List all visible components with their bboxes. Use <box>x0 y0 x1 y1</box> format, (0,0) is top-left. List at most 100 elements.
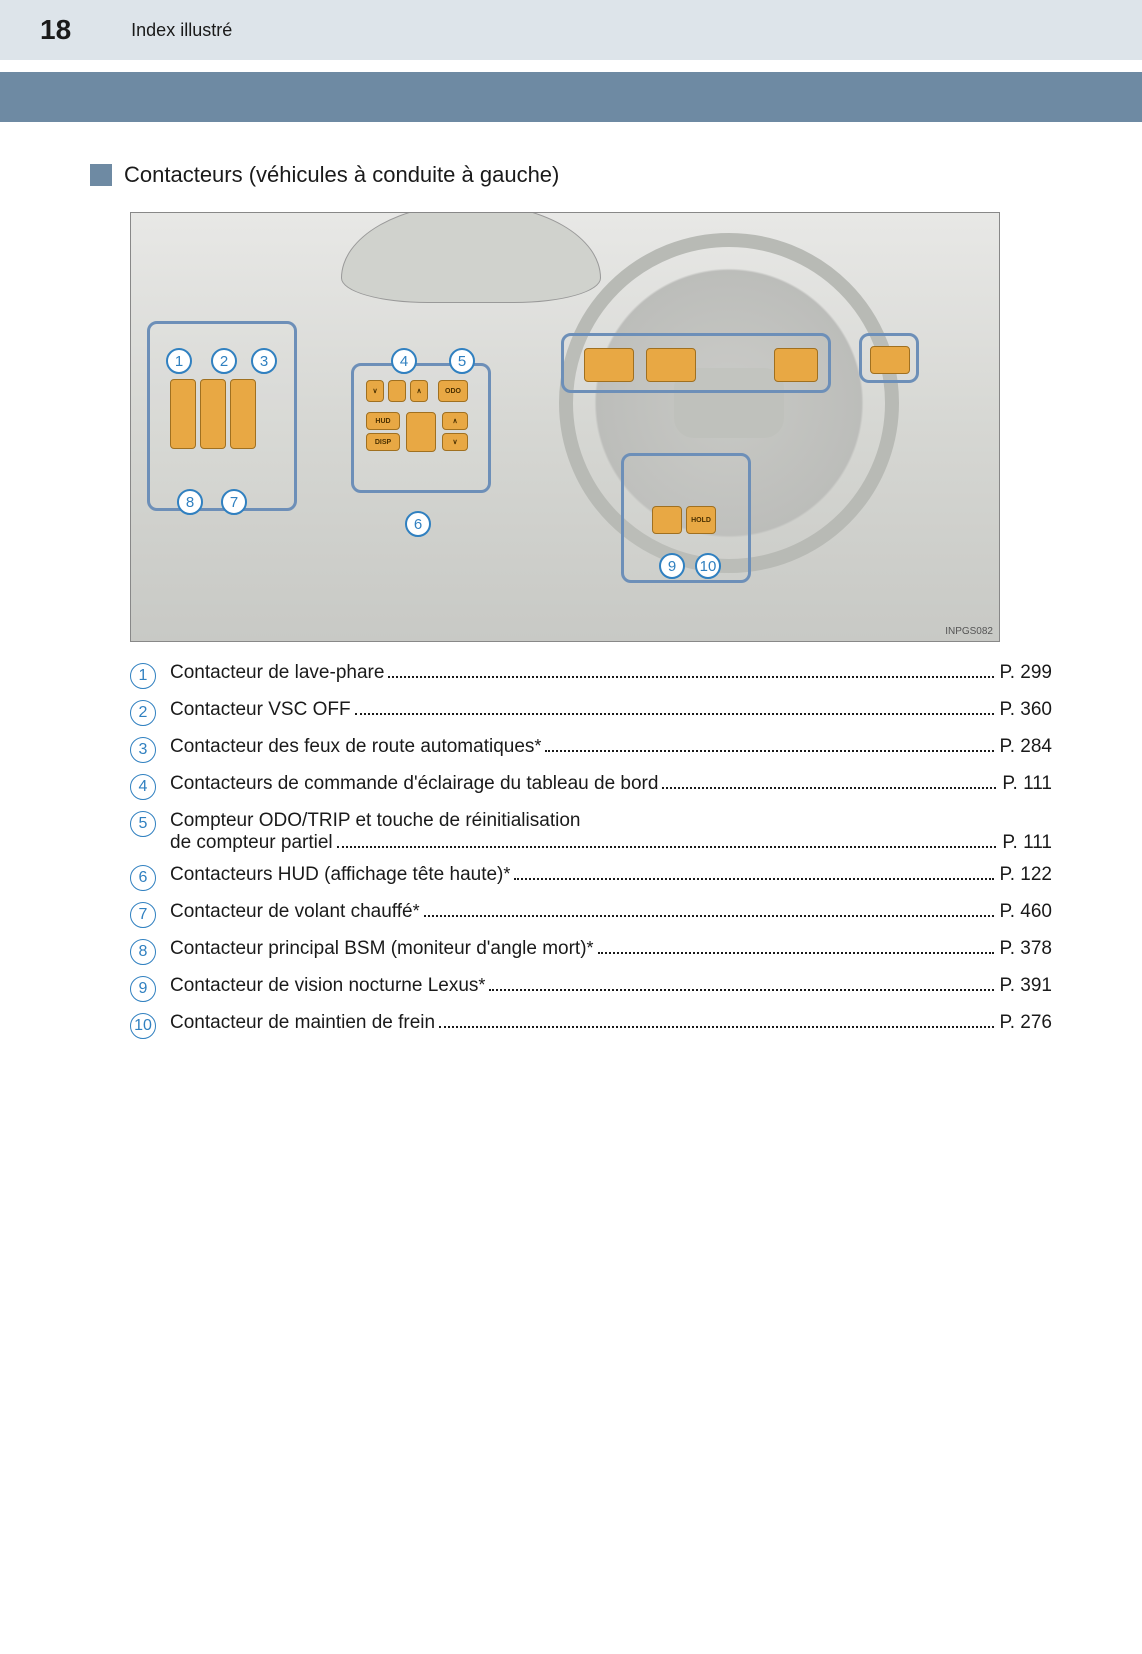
overlay-far-right <box>859 333 919 383</box>
leader-dots <box>355 713 994 715</box>
odo-trip-icon: ODO <box>438 380 468 402</box>
dashboard-illustration: ∨ ∧ ODO HUD DISP ∧ ∨ <box>130 212 1000 642</box>
list-body: Compteur ODO/TRIP et touche de réinitial… <box>170 810 1052 854</box>
switch-icon <box>870 346 910 374</box>
switch-icon <box>200 379 226 449</box>
list-body: Contacteur de lave-phare P. 299 <box>170 662 1052 684</box>
leader-dots <box>439 1026 993 1028</box>
switch-icon: ∨ <box>366 380 384 402</box>
list-item: 9Contacteur de vision nocturne Lexus*P. … <box>130 975 1052 1002</box>
list-body: Contacteur des feux de route automatique… <box>170 736 1052 758</box>
leader-dots <box>424 915 994 917</box>
overlay-bottom-right: HOLD <box>621 453 751 583</box>
list-number: 1 <box>130 663 156 689</box>
callout-6: 6 <box>405 511 431 537</box>
leader-dots <box>388 676 993 678</box>
image-code: INPGS082 <box>945 626 993 637</box>
callout-1: 1 <box>166 348 192 374</box>
list-body: Contacteur principal BSM (moniteur d'ang… <box>170 938 1052 960</box>
list-body: Contacteur VSC OFF P. 360 <box>170 699 1052 721</box>
list-number: 5 <box>130 811 156 837</box>
hold-button-icon: HOLD <box>686 506 716 534</box>
list-label: Contacteur de volant chauffé <box>170 901 413 923</box>
list-label-continuation: de compteur partiel <box>170 832 333 854</box>
night-vision-icon <box>652 506 682 534</box>
switch-icon: ∧ <box>410 380 428 402</box>
list-number: 4 <box>130 774 156 800</box>
list-body: Contacteur de maintien de frein P. 276 <box>170 1012 1052 1034</box>
callout-10: 10 <box>695 553 721 579</box>
blue-band <box>0 72 1142 122</box>
page-reference: P. 111 <box>1002 773 1052 795</box>
callout-9: 9 <box>659 553 685 579</box>
reference-list: 1 Contacteur de lave-phare P. 299 2 Contacte… <box>130 662 1052 1039</box>
list-number: 9 <box>130 976 156 1002</box>
callout-8: 8 <box>177 489 203 515</box>
callout-7: 7 <box>221 489 247 515</box>
switch-icon <box>230 379 256 449</box>
page-reference: P. 276 <box>1000 1012 1052 1034</box>
list-item: 8 Contacteur principal BSM (moniteur d'an… <box>130 938 1052 965</box>
list-body: Contacteur de volant chauffé*P. 460 <box>170 901 1052 923</box>
leader-dots <box>514 878 993 880</box>
list-body: Contacteurs HUD (affichage tête haute)*P… <box>170 864 1052 886</box>
list-item: 5 Compteur ODO/TRIP et touche de réinitia… <box>130 810 1052 854</box>
list-label: Contacteur de vision nocturne Lexus <box>170 975 478 997</box>
page-reference: P. 111 <box>1002 832 1052 854</box>
page-number: 18 <box>40 14 71 46</box>
header-title: Index illustré <box>131 20 232 41</box>
hud-button-icon: HUD <box>366 412 400 430</box>
callout-3: 3 <box>251 348 277 374</box>
page-reference: P. 284 <box>1000 736 1052 758</box>
list-number: 10 <box>130 1013 156 1039</box>
callout-4: 4 <box>391 348 417 374</box>
up-icon: ∧ <box>442 412 468 430</box>
page-reference: P. 360 <box>1000 699 1052 721</box>
leader-dots <box>662 787 996 789</box>
list-item: 3 Contacteur des feux de route automatiqu… <box>130 736 1052 763</box>
square-bullet-icon <box>90 164 112 186</box>
list-label: Contacteurs de commande d'éclairage du t… <box>170 773 658 795</box>
leader-dots <box>489 989 993 991</box>
page-reference: P. 299 <box>1000 662 1052 684</box>
list-number: 2 <box>130 700 156 726</box>
mirror-shape <box>341 212 601 303</box>
list-label: Contacteur de lave-phare <box>170 662 384 684</box>
callout-5: 5 <box>449 348 475 374</box>
leader-dots <box>545 750 993 752</box>
list-item: 7 Contacteur de volant chauffé*P. 460 <box>130 901 1052 928</box>
list-item: 1 Contacteur de lave-phare P. 299 <box>130 662 1052 689</box>
switch-icon <box>584 348 634 382</box>
switch-icon <box>646 348 696 382</box>
page-reference: P. 122 <box>1000 864 1052 886</box>
disp-button-icon: DISP <box>366 433 400 451</box>
list-number: 7 <box>130 902 156 928</box>
list-label: Compteur ODO/TRIP et touche de réinitial… <box>170 810 1052 832</box>
page-reference: P. 460 <box>1000 901 1052 923</box>
switch-icon <box>388 380 406 402</box>
list-label: Contacteurs HUD (affichage tête haute) <box>170 864 503 886</box>
list-number: 6 <box>130 865 156 891</box>
header-band: 18 Index illustré <box>0 0 1142 60</box>
leader-dots <box>337 846 997 848</box>
callout-2: 2 <box>211 348 237 374</box>
list-label: Contacteur VSC OFF <box>170 699 351 721</box>
list-label: Contacteur principal BSM (moniteur d'ang… <box>170 938 587 960</box>
section-title: Contacteurs (véhicules à conduite à gauc… <box>124 162 559 188</box>
list-number: 3 <box>130 737 156 763</box>
page-reference: P. 378 <box>1000 938 1052 960</box>
overlay-top-right <box>561 333 831 393</box>
overlay-middle: ∨ ∧ ODO HUD DISP ∧ ∨ <box>351 363 491 493</box>
list-label: Contacteur des feux de route automatique… <box>170 736 534 758</box>
list-body: Contacteurs de commande d'éclairage du t… <box>170 773 1052 795</box>
list-number: 8 <box>130 939 156 965</box>
page-reference: P. 391 <box>1000 975 1052 997</box>
list-label: Contacteur de maintien de frein <box>170 1012 435 1034</box>
list-item: 10 Contacteur de maintien de frein P. 276 <box>130 1012 1052 1039</box>
switch-icon <box>406 412 436 452</box>
switch-icon <box>774 348 818 382</box>
list-item: 6 Contacteurs HUD (affichage tête haute)*… <box>130 864 1052 891</box>
leader-dots <box>598 952 994 954</box>
down-icon: ∨ <box>442 433 468 451</box>
section-heading: Contacteurs (véhicules à conduite à gauc… <box>90 162 1052 188</box>
